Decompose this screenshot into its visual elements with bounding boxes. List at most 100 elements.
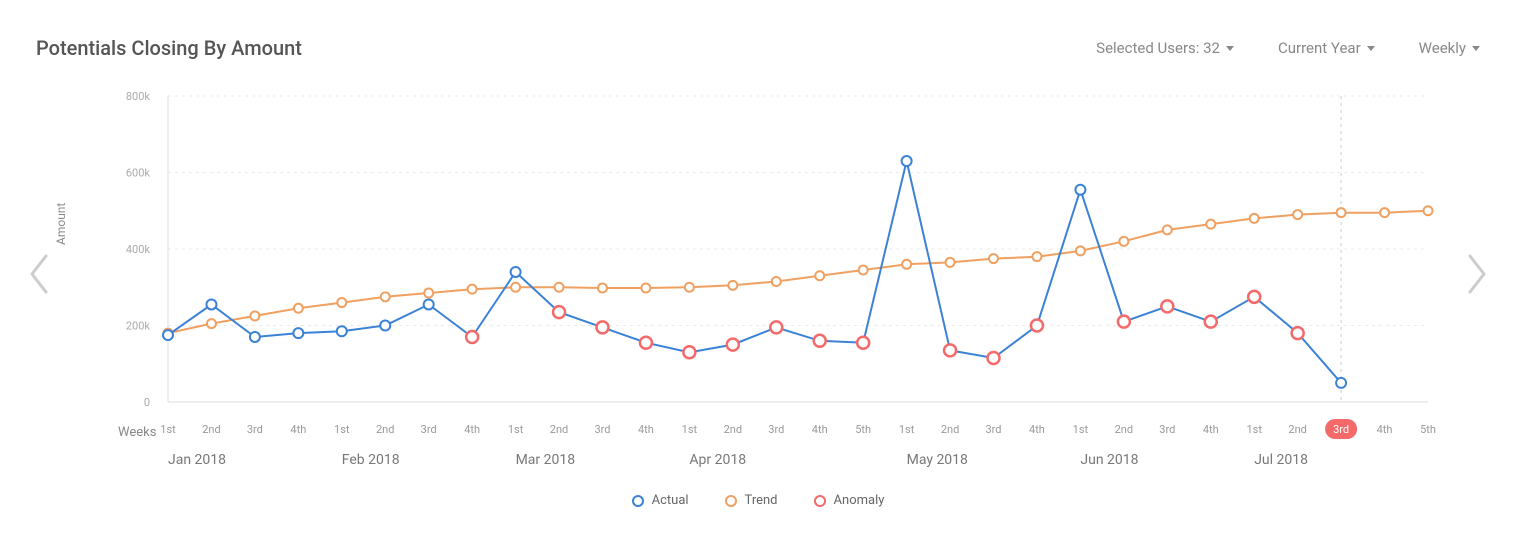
actual-point	[1075, 185, 1085, 195]
trend-point	[1380, 208, 1389, 217]
week-tick-label: 2nd	[550, 423, 568, 436]
legend-swatch-anomaly	[814, 495, 826, 507]
trend-point	[424, 288, 433, 297]
legend-swatch-actual	[632, 495, 644, 507]
week-tick-label: 3rd	[986, 423, 1002, 436]
actual-point	[511, 267, 521, 277]
week-tick-label: 1st	[1073, 423, 1089, 436]
week-tick-label: 2nd	[376, 423, 394, 436]
week-tick-label: 5th	[855, 423, 871, 436]
anomaly-point	[857, 337, 869, 349]
chevron-left-icon	[32, 256, 46, 292]
month-label: Jan 2018	[168, 452, 226, 468]
actual-point	[1336, 378, 1346, 388]
week-tick-label: 4th	[1377, 423, 1393, 436]
month-label: Jun 2018	[1080, 452, 1138, 468]
trend-point	[294, 304, 303, 313]
week-tick-label: 5th	[1420, 423, 1436, 436]
trend-point	[381, 292, 390, 301]
actual-point	[337, 326, 347, 336]
month-label: May 2018	[907, 452, 968, 468]
actual-point	[206, 299, 216, 309]
prev-arrow-button[interactable]	[26, 252, 52, 296]
anomaly-point	[770, 321, 782, 333]
anomaly-point	[553, 306, 565, 318]
week-tick-label: 4th	[1029, 423, 1045, 436]
week-tick-label: 2nd	[724, 423, 742, 436]
week-tick-label: 2nd	[202, 423, 220, 436]
week-tick-label: 1st	[899, 423, 915, 436]
week-tick-label: 4th	[464, 423, 480, 436]
anomaly-point	[1248, 291, 1260, 303]
trend-point	[641, 284, 650, 293]
week-tick-label: 3rd	[421, 423, 437, 436]
legend-swatch-trend	[725, 495, 737, 507]
trend-point	[207, 319, 216, 328]
y-tick-label: 800k	[126, 90, 151, 103]
week-tick-label: 3rd	[594, 423, 610, 436]
chart-card: Potentials Closing By Amount Selected Us…	[0, 0, 1516, 556]
anomaly-point	[683, 346, 695, 358]
plot-area: 0200k400k600k800k1st2nd3rd4th1st2nd3rd4t…	[78, 80, 1438, 516]
actual-point	[293, 328, 303, 338]
actual-point	[163, 330, 173, 340]
week-tick-label: 2nd	[1115, 423, 1133, 436]
period-label: Current Year	[1278, 39, 1361, 57]
legend-item-anomaly[interactable]: Anomaly	[814, 493, 885, 508]
next-arrow-button[interactable]	[1464, 252, 1490, 296]
anomaly-point	[1031, 320, 1043, 332]
trend-point	[468, 285, 477, 294]
trend-point	[555, 283, 564, 292]
legend-label-anomaly: Anomaly	[834, 493, 885, 508]
anomaly-point	[640, 337, 652, 349]
week-tick-label: 1st	[160, 423, 176, 436]
trend-point	[250, 311, 259, 320]
trend-point	[772, 277, 781, 286]
granularity-label: Weekly	[1419, 39, 1466, 57]
trend-point	[1206, 220, 1215, 229]
chart-controls: Selected Users: 32 Current Year Weekly	[1096, 39, 1480, 57]
selected-users-dropdown[interactable]: Selected Users: 32	[1096, 39, 1234, 57]
trend-point	[1424, 206, 1433, 215]
anomaly-point	[596, 321, 608, 333]
trend-point	[989, 254, 998, 263]
trend-point	[1293, 210, 1302, 219]
week-tick-label: 1st	[682, 423, 698, 436]
week-tick-label: 1st	[508, 423, 524, 436]
y-tick-label: 400k	[126, 243, 151, 256]
trend-point	[1337, 208, 1346, 217]
anomaly-point	[727, 339, 739, 351]
actual-point	[380, 321, 390, 331]
week-tick-label: 2nd	[941, 423, 959, 436]
week-tick-label: 4th	[638, 423, 654, 436]
period-dropdown[interactable]: Current Year	[1278, 39, 1375, 57]
anomaly-point	[1161, 300, 1173, 312]
y-tick-label: 0	[144, 396, 150, 409]
anomaly-point	[988, 352, 1000, 364]
chevron-down-icon	[1367, 46, 1375, 51]
trend-point	[1032, 252, 1041, 261]
week-tick-label: 3rd	[1333, 423, 1349, 436]
chart-title: Potentials Closing By Amount	[36, 36, 302, 60]
y-axis-label: Amount	[54, 203, 68, 245]
actual-point	[424, 299, 434, 309]
anomaly-point	[1118, 316, 1130, 328]
week-tick-label: 1st	[334, 423, 350, 436]
legend-item-actual[interactable]: Actual	[632, 493, 689, 508]
month-label: Apr 2018	[689, 452, 746, 468]
granularity-dropdown[interactable]: Weekly	[1419, 39, 1480, 57]
legend-item-trend[interactable]: Trend	[725, 493, 778, 508]
legend: Actual Trend Anomaly	[0, 493, 1516, 508]
trend-point	[1163, 225, 1172, 234]
trend-line	[168, 211, 1428, 333]
week-tick-label: 3rd	[768, 423, 784, 436]
month-label: Mar 2018	[516, 452, 576, 468]
legend-label-trend: Trend	[745, 493, 778, 508]
trend-point	[946, 258, 955, 267]
anomaly-point	[814, 335, 826, 347]
week-tick-label: 4th	[1203, 423, 1219, 436]
anomaly-point	[1292, 327, 1304, 339]
weeks-row-label: Weeks	[118, 425, 156, 440]
trend-point	[1119, 237, 1128, 246]
anomaly-point	[944, 344, 956, 356]
